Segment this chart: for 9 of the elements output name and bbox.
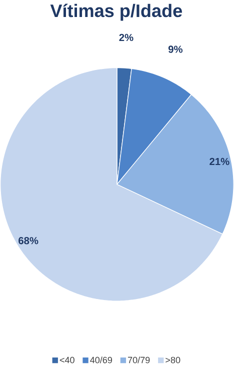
data-label: 2% [119,34,134,42]
legend-label: 40/69 [90,356,112,364]
data-label: 9% [168,46,183,53]
chart-title: Vítimas p/Idade [50,4,182,21]
data-label: 68% [18,237,38,244]
data-label: 21% [210,158,230,166]
legend-label: 70/79 [128,356,150,364]
legend-label: <40 [60,356,74,364]
legend-label: >80 [166,356,180,364]
